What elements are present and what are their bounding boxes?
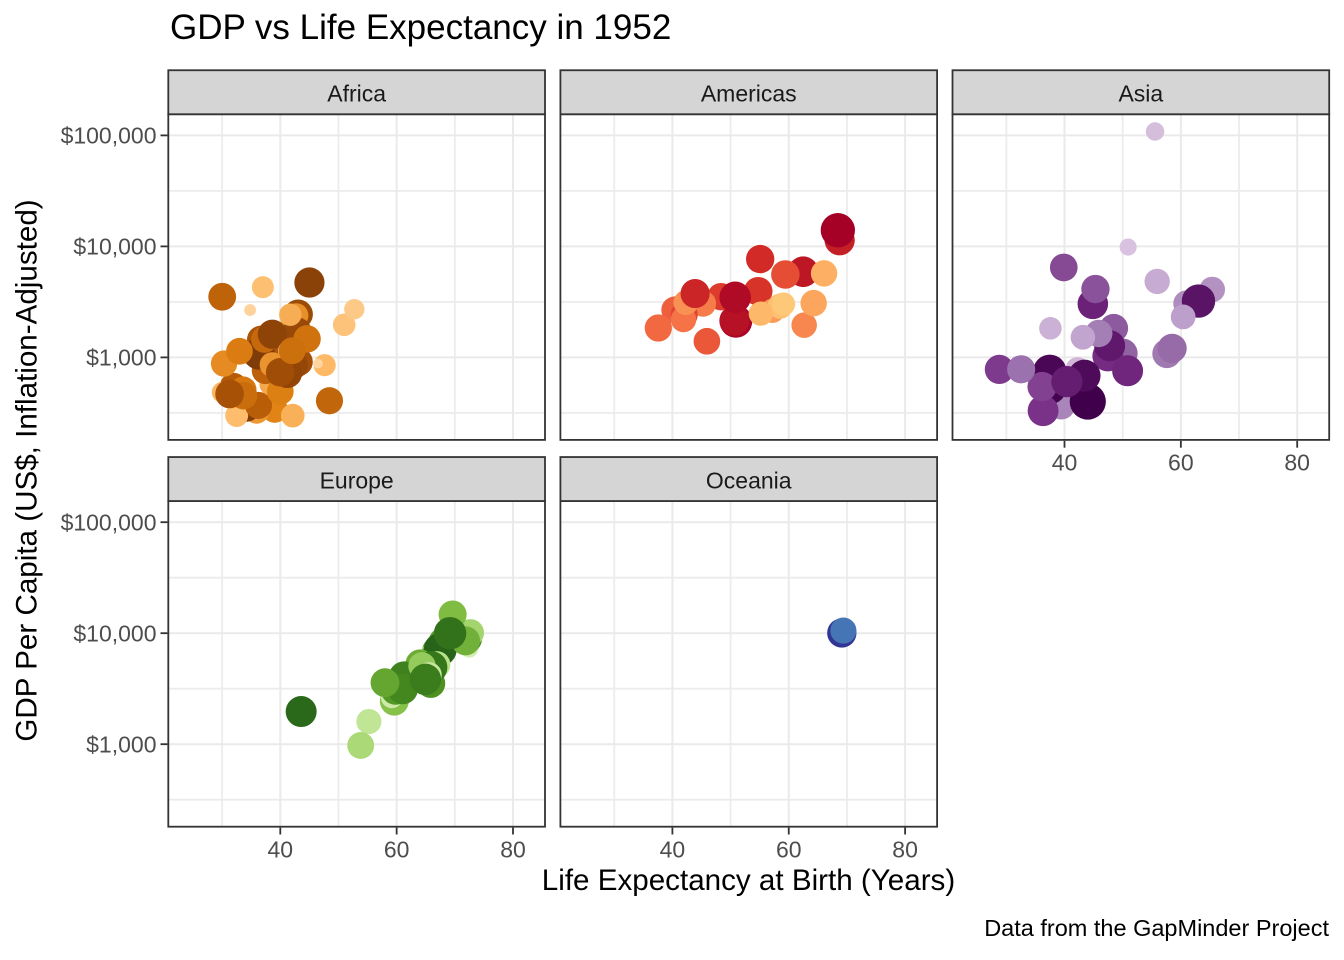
svg-text:60: 60 [776,837,802,863]
svg-text:80: 80 [892,837,918,863]
svg-text:60: 60 [1168,450,1194,476]
svg-text:$100,000: $100,000 [61,509,157,535]
svg-text:40: 40 [1052,450,1078,476]
svg-text:Life Expectancy at Birth (Year: Life Expectancy at Birth (Years) [542,864,955,897]
svg-text:80: 80 [500,837,526,863]
svg-text:GDP Per Capita (US$, Inflation: GDP Per Capita (US$, Inflation-Adjusted) [11,199,44,741]
svg-text:Africa: Africa [327,80,386,106]
svg-text:Americas: Americas [701,80,797,106]
svg-text:$1,000: $1,000 [86,731,156,757]
svg-text:$100,000: $100,000 [61,123,157,149]
svg-text:Data from the GapMinder Projec: Data from the GapMinder Project [984,915,1329,941]
svg-text:Asia: Asia [1118,80,1163,106]
svg-text:40: 40 [660,837,686,863]
svg-text:Europe: Europe [320,467,394,493]
svg-text:GDP vs Life Expectancy in 1952: GDP vs Life Expectancy in 1952 [170,8,671,47]
svg-text:$10,000: $10,000 [73,620,156,646]
svg-text:40: 40 [268,837,294,863]
svg-text:80: 80 [1284,450,1310,476]
svg-text:$1,000: $1,000 [86,345,156,371]
svg-text:$10,000: $10,000 [73,234,156,260]
svg-text:60: 60 [384,837,410,863]
svg-text:Oceania: Oceania [706,467,792,493]
